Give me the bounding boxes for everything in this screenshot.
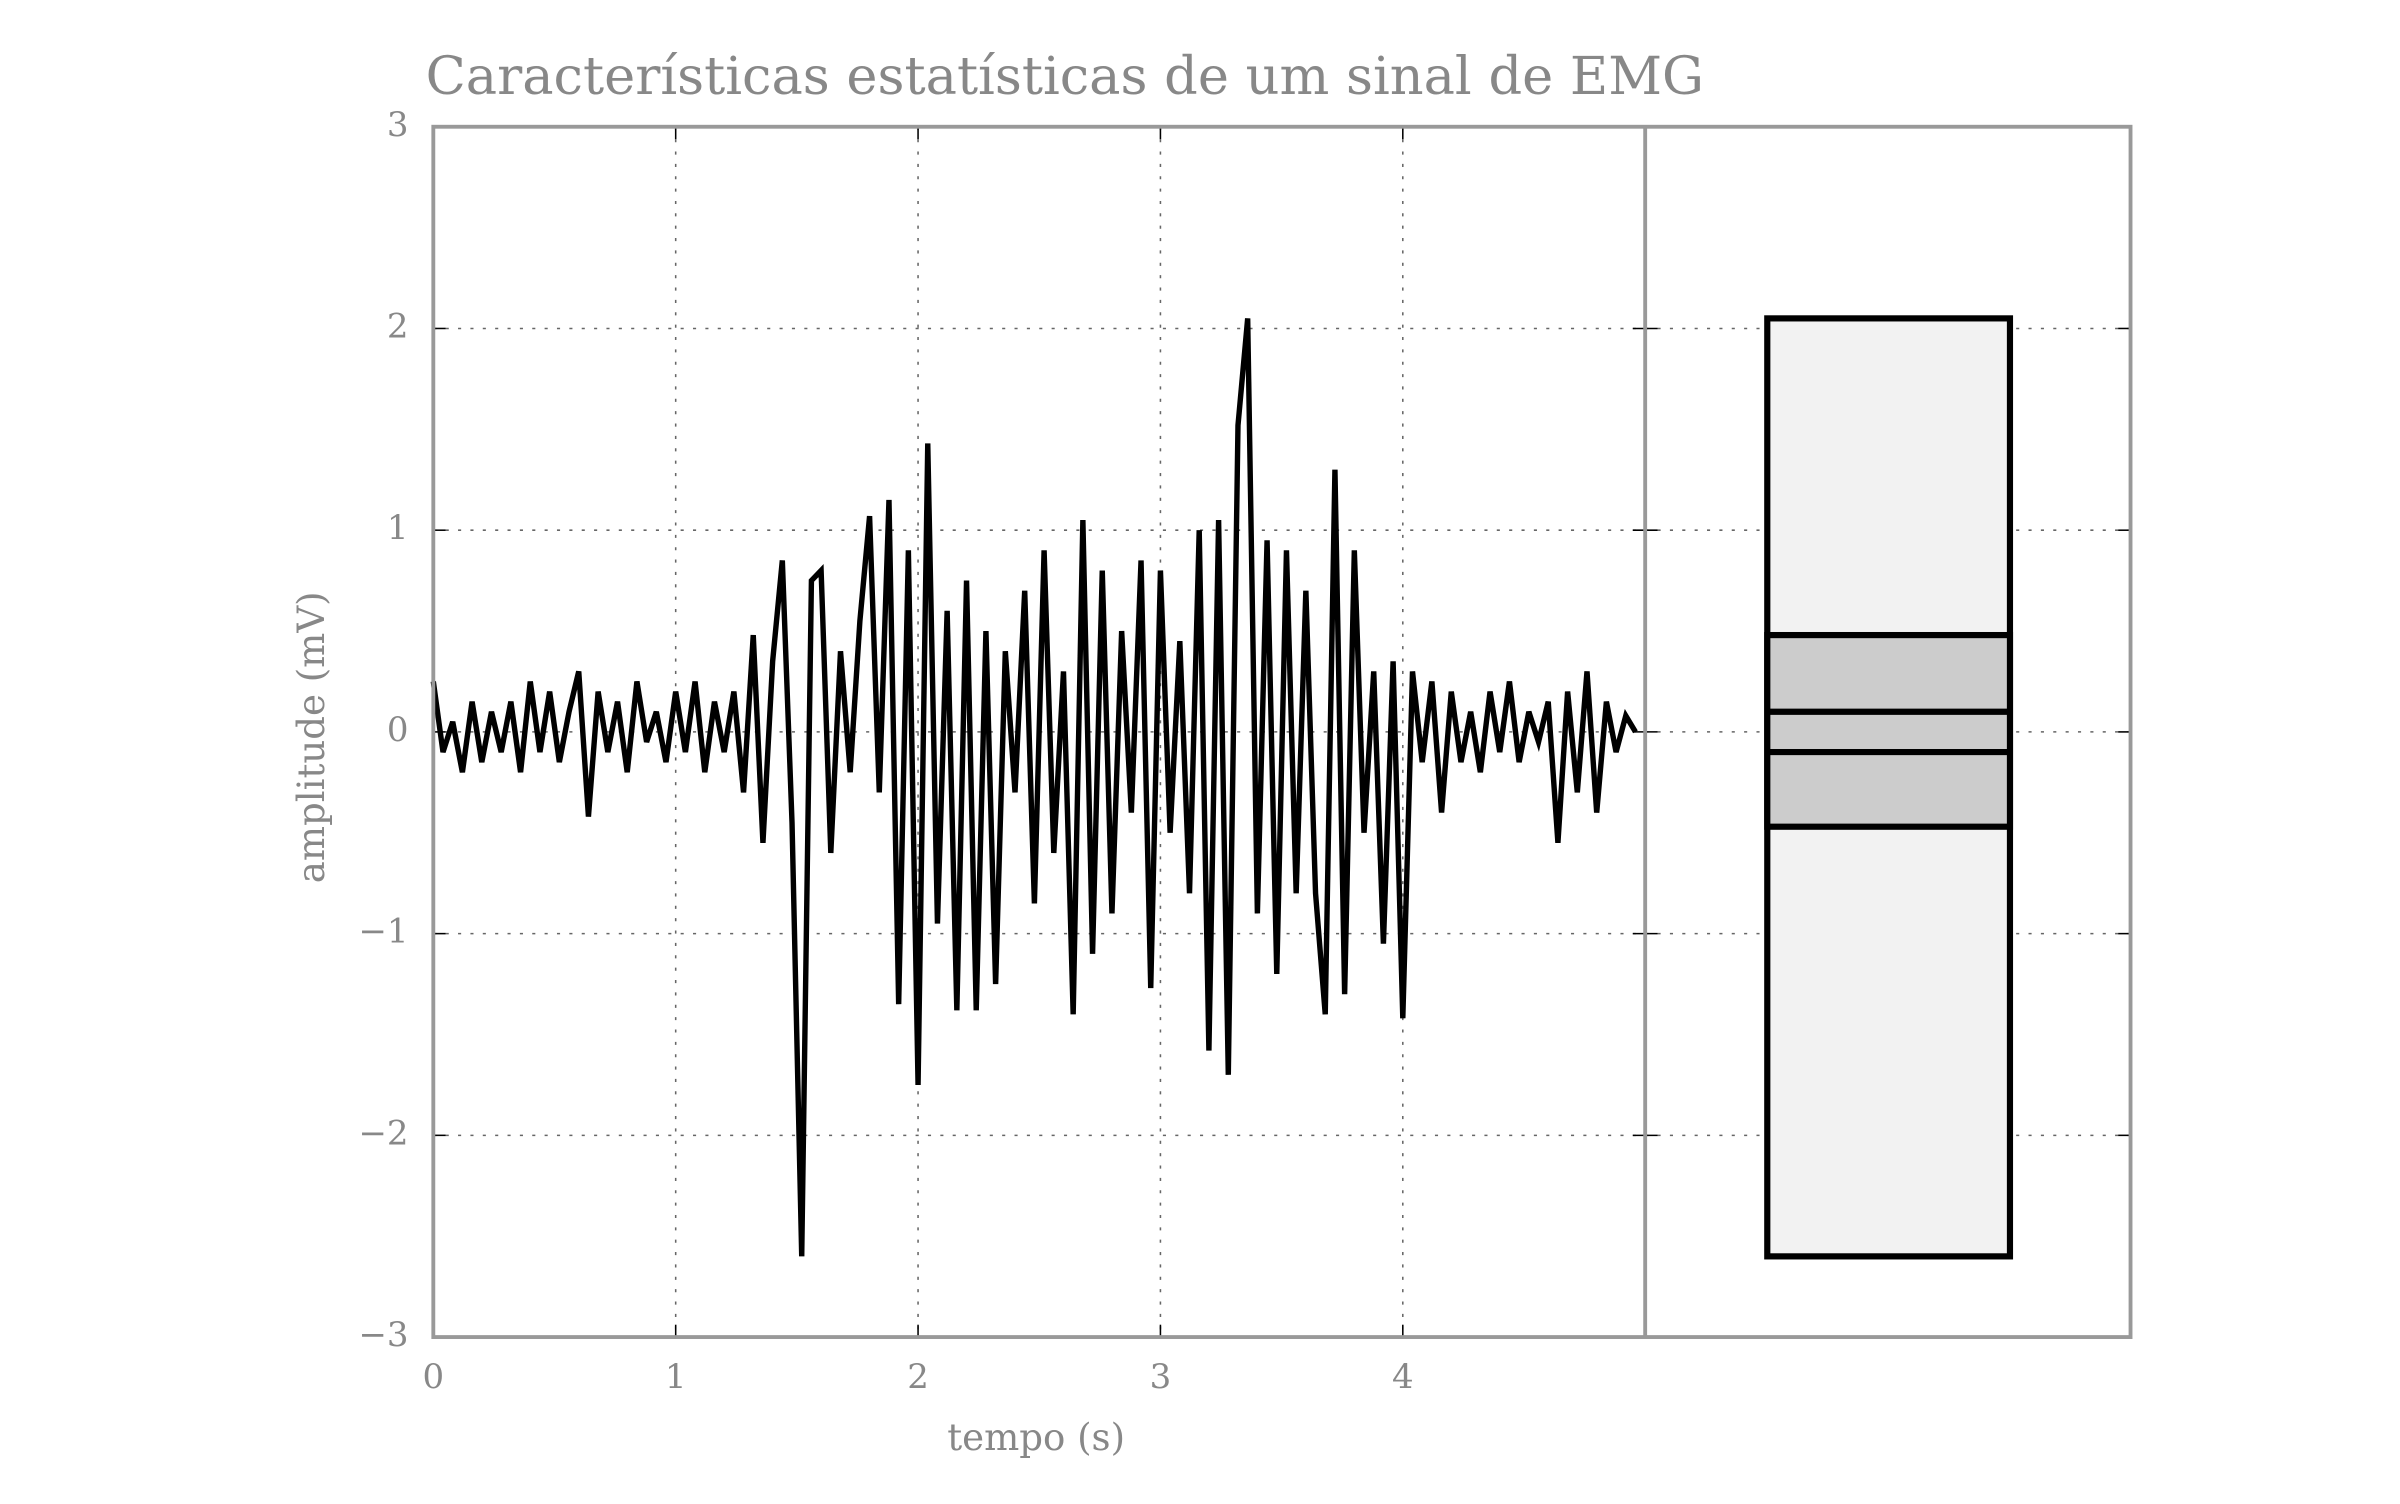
y-tick-label: −1: [358, 912, 408, 952]
signal-line: [430, 318, 1638, 1257]
chart-title: Características estatísticas de um sinal…: [426, 46, 1704, 107]
y-tick-label: 0: [387, 710, 409, 750]
x-tick-label: 1: [665, 1357, 687, 1397]
x-axis-label: tempo (s): [947, 1416, 1125, 1459]
x-tick-label: 4: [1392, 1357, 1414, 1397]
plot-frame: [431, 124, 2133, 1339]
spread-box: [1764, 631, 2014, 830]
y-tick-label: −2: [358, 1113, 408, 1153]
y-tick-label: 2: [387, 306, 409, 346]
x-tick-label: 0: [422, 1357, 444, 1397]
x-tick-label: 2: [907, 1357, 929, 1397]
y-tick-label: 3: [387, 105, 409, 145]
y-tick-label: 1: [387, 508, 409, 548]
y-tick-label: −3: [358, 1315, 408, 1355]
x-tick-label: 3: [1150, 1357, 1172, 1397]
y-axis-label: amplitude (mV): [290, 591, 333, 883]
